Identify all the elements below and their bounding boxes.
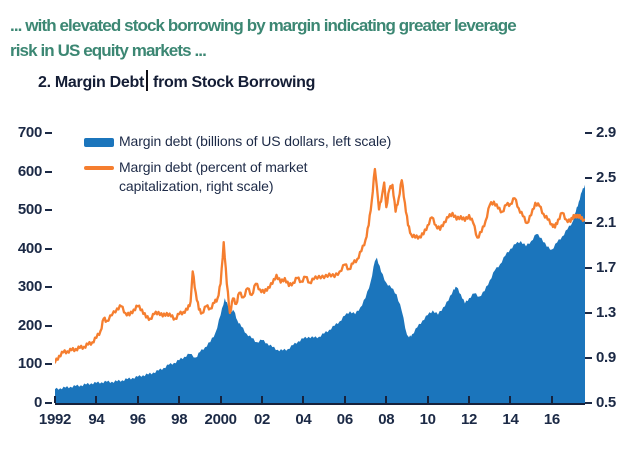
- x-axis-tick-mark: [550, 396, 553, 403]
- right-axis-tick-label: 1.7: [596, 259, 616, 276]
- right-axis-tick-label: 2.9: [596, 124, 616, 141]
- x-axis-tick-mark: [261, 396, 264, 403]
- x-axis-tick-mark: [219, 396, 222, 403]
- x-axis-tick-label: 14: [502, 411, 519, 428]
- left-axis-tick-mark: [45, 247, 52, 250]
- left-axis-tick-mark: [45, 209, 52, 212]
- right-axis-tick-mark: [585, 357, 592, 359]
- right-axis-tick-label: 2.5: [596, 169, 616, 186]
- x-axis-tick-mark: [54, 396, 56, 403]
- left-axis-tick-mark: [45, 402, 52, 404]
- x-axis-tick-label: 2000: [204, 411, 237, 428]
- left-axis-tick-mark: [45, 170, 52, 173]
- x-axis-tick-label: 16: [543, 411, 560, 428]
- left-axis-tick-label: 300: [17, 278, 42, 296]
- right-axis-tick-label: 2.1: [596, 214, 616, 231]
- headnote-line1: ... with elevated stock borrowing by mar…: [10, 16, 517, 35]
- chart-canvas: [55, 167, 585, 403]
- headnote-line2: risk in US equity markets ...: [10, 41, 207, 60]
- chart-title-part2: from Stock Borrowing: [153, 74, 316, 91]
- legend-label: Margin debt (billions of US dollars, lef…: [119, 133, 392, 149]
- chart-title[interactable]: 2. Margin Debt from Stock Borrowing: [38, 70, 315, 92]
- chart-title-part1: 2. Margin Debt: [38, 74, 145, 91]
- x-axis-tick-mark: [509, 396, 512, 403]
- x-axis-tick-label: 10: [419, 411, 436, 428]
- legend-swatch-orange-line: [84, 166, 114, 170]
- right-axis-tick-label: 1.3: [596, 304, 616, 321]
- x-axis-tick-mark: [343, 396, 346, 403]
- left-axis-tick-label: 0: [33, 394, 42, 411]
- x-axis-tick-mark: [468, 396, 471, 403]
- left-axis-tick-mark: [45, 324, 52, 327]
- legend-swatch-blue-area: [84, 138, 114, 147]
- left-axis-tick-label: 700: [17, 124, 42, 141]
- x-axis-tick-label: 98: [171, 411, 188, 428]
- right-axis-tick-label: 0.9: [596, 349, 616, 366]
- right-axis-tick-mark: [585, 132, 592, 134]
- x-axis-tick-mark: [426, 396, 429, 403]
- x-axis-tick-label: 94: [88, 411, 105, 428]
- left-axis-tick-label: 600: [17, 162, 42, 180]
- right-axis-tick-mark: [585, 267, 592, 269]
- figure-headnote: ... with elevated stock borrowing by mar…: [10, 13, 634, 63]
- left-axis-tick-mark: [45, 363, 52, 366]
- margin-debt-percent-line-series: [55, 167, 585, 364]
- x-axis-tick-label: 06: [336, 411, 353, 428]
- x-axis-tick-label: 1992: [38, 411, 72, 428]
- x-axis-tick-mark: [136, 396, 139, 403]
- left-axis-tick-label: 200: [17, 316, 42, 334]
- right-axis-tick-mark: [585, 312, 592, 314]
- left-axis-tick-label: 400: [17, 239, 42, 257]
- left-axis-tick-mark: [45, 286, 52, 289]
- x-axis-tick-label: 08: [378, 411, 395, 428]
- x-axis-tick-label: 02: [253, 411, 271, 428]
- left-axis-tick-label: 500: [17, 201, 42, 219]
- plot-area: [54, 133, 585, 405]
- legend-label: Margin debt (percent of market capitaliza…: [119, 159, 308, 194]
- right-axis-tick-mark: [585, 177, 592, 179]
- text-cursor-caret: [146, 70, 149, 91]
- x-axis-tick-label: 12: [461, 411, 478, 428]
- left-axis-tick-label: 100: [17, 355, 42, 373]
- x-axis-tick-label: 04: [295, 411, 312, 428]
- x-axis-tick-label: 96: [129, 411, 146, 428]
- x-axis-tick-mark: [385, 396, 388, 403]
- margin-debt-area-series: [55, 184, 585, 403]
- x-axis-tick-mark: [95, 396, 98, 403]
- right-axis-tick-label: 0.5: [596, 394, 616, 411]
- left-axis-tick-mark: [45, 132, 52, 134]
- x-axis-tick-mark: [302, 396, 305, 403]
- right-axis-tick-mark: [585, 402, 592, 404]
- x-axis-tick-mark: [178, 396, 181, 403]
- right-axis-tick-mark: [585, 222, 592, 224]
